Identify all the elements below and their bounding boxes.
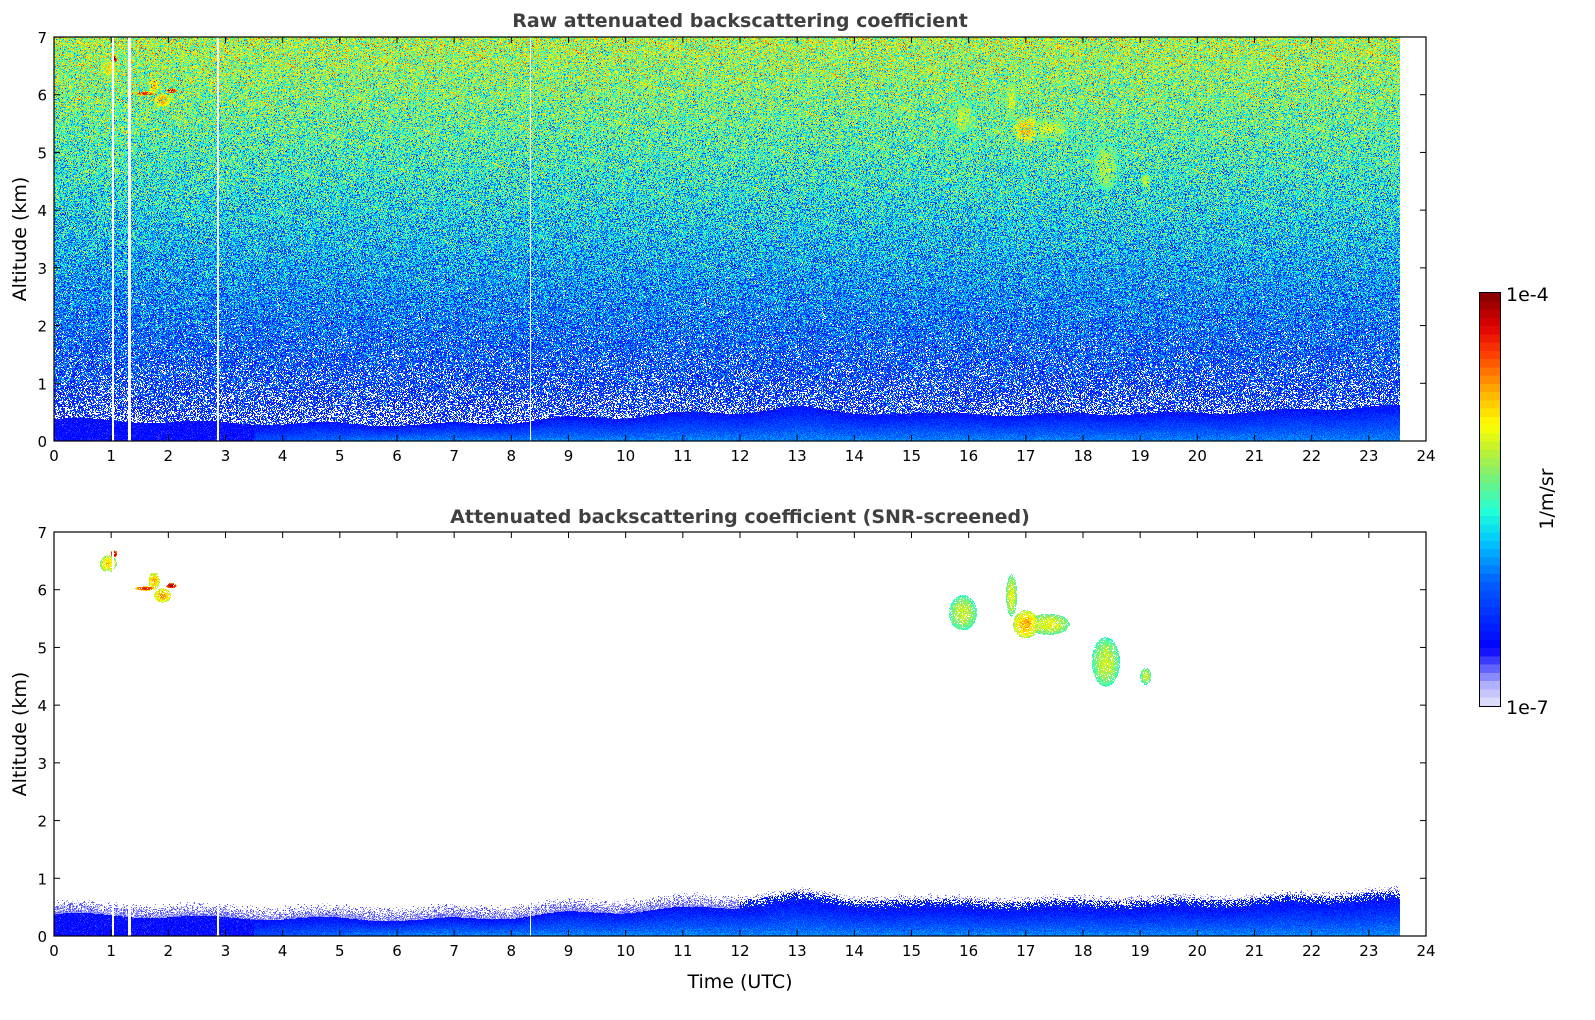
y-tick-label: 5 — [37, 144, 47, 162]
title-screened: Attenuated backscattering coefficient (S… — [450, 506, 1030, 528]
x-tick-label: 7 — [449, 447, 459, 465]
x-tick-label: 8 — [507, 447, 517, 465]
y-tick-label: 6 — [37, 582, 47, 600]
x-tick-label: 1 — [106, 942, 116, 960]
x-tick-label: 13 — [788, 447, 807, 465]
x-tick-label: 5 — [335, 942, 345, 960]
x-tick-label: 24 — [1416, 447, 1435, 465]
x-tick-label: 12 — [730, 447, 749, 465]
x-tick-label: 11 — [673, 447, 692, 465]
x-tick-label: 18 — [1073, 447, 1092, 465]
x-tick-label: 3 — [221, 447, 231, 465]
x-tick-label: 14 — [845, 447, 864, 465]
y-tick-label: 7 — [37, 29, 47, 47]
x-tick-label: 16 — [959, 942, 978, 960]
y-tick-label: 1 — [37, 375, 47, 393]
heatmap-raw — [54, 37, 1426, 441]
x-tick-label: 22 — [1302, 942, 1321, 960]
x-tick-label: 22 — [1302, 447, 1321, 465]
x-tick-label: 5 — [335, 447, 345, 465]
x-tick-label: 7 — [449, 942, 459, 960]
x-tick-label: 1 — [106, 447, 116, 465]
y-tick-label: 3 — [37, 755, 47, 773]
x-tick-label: 15 — [902, 942, 921, 960]
plot-frame — [53, 531, 1427, 937]
x-tick-label: 6 — [392, 447, 402, 465]
x-tick-label: 23 — [1359, 942, 1378, 960]
ylabel-screened: Altitude (km) — [9, 672, 31, 797]
x-tick-label: 2 — [164, 942, 174, 960]
y-tick-label: 4 — [37, 697, 47, 715]
x-tick-label: 10 — [616, 447, 635, 465]
x-tick-label: 20 — [1188, 447, 1207, 465]
x-tick-label: 8 — [507, 942, 517, 960]
x-tick-label: 6 — [392, 942, 402, 960]
title-raw: Raw attenuated backscattering coefficien… — [512, 10, 968, 32]
x-tick-label: 17 — [1016, 447, 1035, 465]
y-tick-label: 4 — [37, 202, 47, 220]
y-tick-label: 7 — [37, 524, 47, 542]
colorbar-max-label: 1e-4 — [1506, 284, 1549, 306]
x-tick-label: 2 — [164, 447, 174, 465]
x-tick-label: 19 — [1131, 942, 1150, 960]
x-tick-label: 9 — [564, 447, 574, 465]
x-tick-label: 0 — [49, 942, 59, 960]
y-tick-label: 6 — [37, 87, 47, 105]
colorbar-unit-label: 1/m/sr — [1536, 468, 1558, 529]
x-tick-label: 23 — [1359, 447, 1378, 465]
y-tick-label: 1 — [37, 870, 47, 888]
x-tick-label: 15 — [902, 447, 921, 465]
x-tick-label: 4 — [278, 447, 288, 465]
x-tick-label: 18 — [1073, 942, 1092, 960]
x-tick-label: 20 — [1188, 942, 1207, 960]
x-tick-label: 14 — [845, 942, 864, 960]
y-tick-label: 2 — [37, 813, 47, 831]
x-tick-label: 12 — [730, 942, 749, 960]
y-tick-label: 0 — [37, 928, 47, 946]
x-tick-label: 10 — [616, 942, 635, 960]
y-tick-label: 2 — [37, 318, 47, 336]
colorbar-min-label: 1e-7 — [1506, 697, 1549, 719]
ylabel-raw: Altitude (km) — [9, 177, 31, 302]
x-tick-label: 13 — [788, 942, 807, 960]
x-tick-label: 9 — [564, 942, 574, 960]
x-tick-label: 3 — [221, 942, 231, 960]
plot-frame — [53, 36, 1427, 442]
x-tick-label: 0 — [49, 447, 59, 465]
x-tick-label: 24 — [1416, 942, 1435, 960]
y-tick-label: 5 — [37, 639, 47, 657]
x-tick-label: 19 — [1131, 447, 1150, 465]
colorbar — [1479, 292, 1501, 707]
x-tick-label: 17 — [1016, 942, 1035, 960]
heatmap-screened — [54, 532, 1426, 936]
y-tick-label: 0 — [37, 433, 47, 451]
y-tick-label: 3 — [37, 260, 47, 278]
x-tick-label: 21 — [1245, 942, 1264, 960]
x-tick-label: 11 — [673, 942, 692, 960]
xlabel-time: Time (UTC) — [686, 971, 792, 993]
x-tick-label: 21 — [1245, 447, 1264, 465]
x-tick-label: 4 — [278, 942, 288, 960]
x-tick-label: 16 — [959, 447, 978, 465]
